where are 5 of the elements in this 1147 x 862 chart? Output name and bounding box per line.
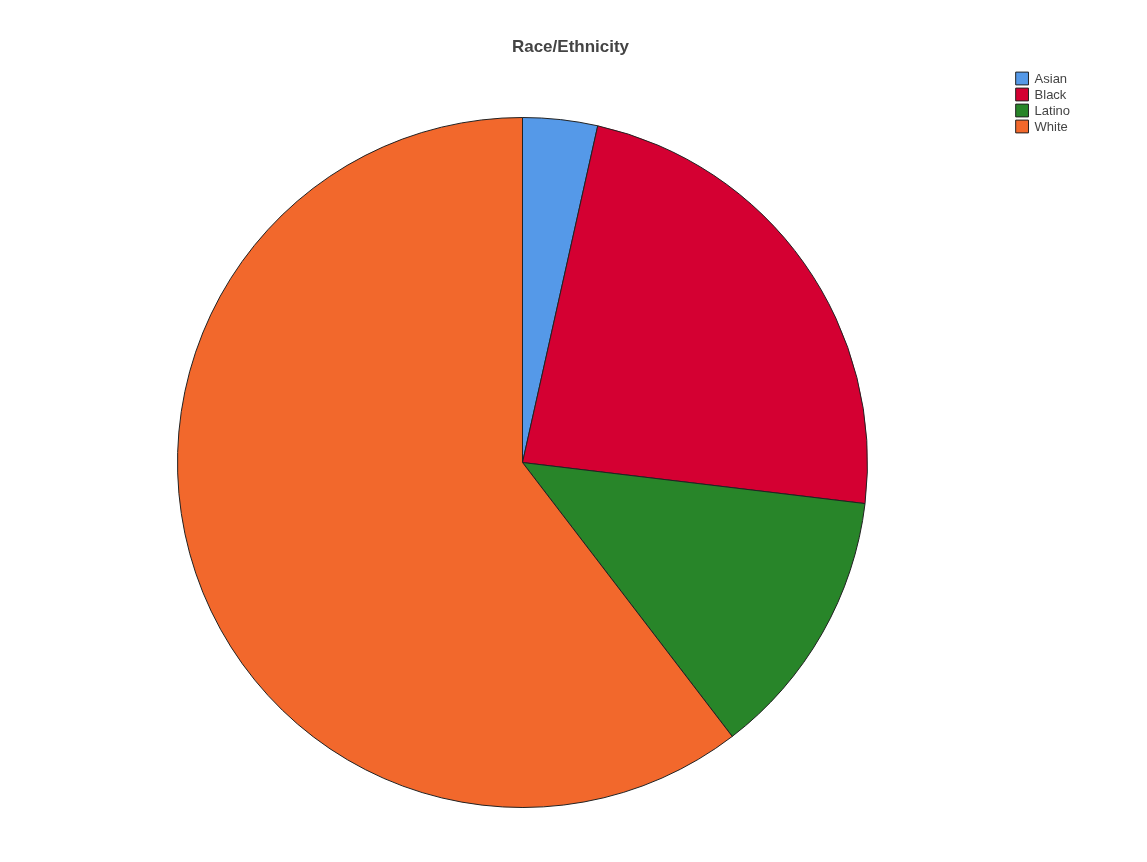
legend-label: Asian bbox=[1034, 70, 1068, 86]
chart-title: Race/Ethnicity bbox=[511, 36, 630, 56]
legend-label: Latino bbox=[1034, 102, 1070, 118]
legend-label: White bbox=[1034, 118, 1068, 134]
legend-label: Black bbox=[1034, 86, 1067, 102]
